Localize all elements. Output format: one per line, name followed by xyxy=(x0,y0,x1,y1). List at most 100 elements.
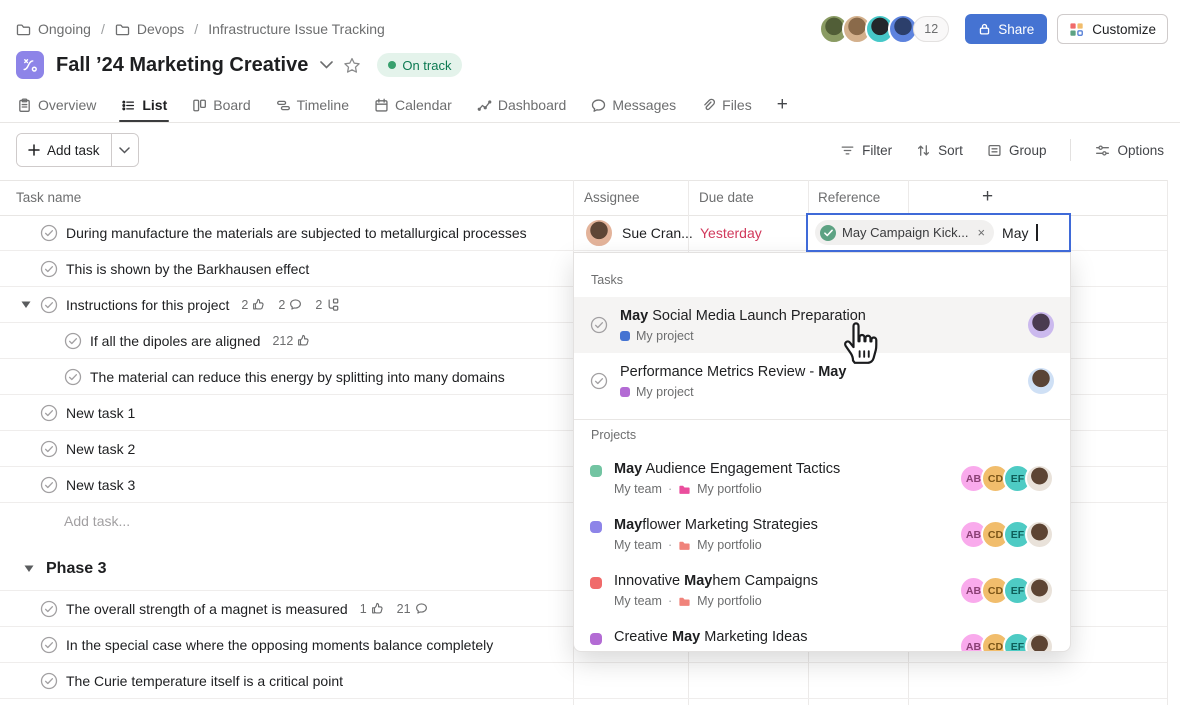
comments-badge[interactable]: 21 xyxy=(397,602,428,616)
tab-overview[interactable]: Overview xyxy=(17,88,96,122)
subtasks-badge[interactable]: 2 xyxy=(315,298,340,312)
member-avatar-stack[interactable] xyxy=(819,14,919,44)
column-reference[interactable]: Reference xyxy=(818,190,881,205)
thumb-icon xyxy=(371,602,384,615)
dropdown-project-main: May Audience Engagement Tactics My team · M… xyxy=(614,461,947,496)
project-color-square xyxy=(620,330,630,341)
star-icon[interactable] xyxy=(343,57,361,74)
dropdown-projects-header: Projects xyxy=(591,428,637,442)
tab-messages[interactable]: Messages xyxy=(591,88,676,122)
task-name: The Curie temperature itself is a critic… xyxy=(66,672,343,689)
options-icon xyxy=(1095,143,1110,158)
tab-board[interactable]: Board xyxy=(192,88,251,122)
dropdown-task-item[interactable]: Performance Metrics Review - May My proje… xyxy=(574,353,1070,409)
reference-search-input[interactable]: May xyxy=(1002,224,1029,241)
tab-timeline[interactable]: Timeline xyxy=(276,88,349,122)
task-check-icon[interactable] xyxy=(40,636,58,654)
toolbar-options-button[interactable]: Options xyxy=(1095,143,1164,158)
topbar-right: 12 Share Customize xyxy=(819,14,1168,44)
toolbar-action-label: Sort xyxy=(938,142,963,158)
task-row[interactable]: During manufacture the materials are sub… xyxy=(0,215,1167,251)
folder-icon xyxy=(16,23,31,36)
due-date-cell[interactable]: Yesterday xyxy=(700,224,762,241)
add-column-button[interactable]: + xyxy=(982,186,994,207)
toolbar-filter-button[interactable]: Filter xyxy=(840,143,892,158)
reference-editor-cell[interactable]: May Campaign Kick... × May xyxy=(806,213,1071,252)
project-color-square xyxy=(590,521,602,533)
task-check-icon[interactable] xyxy=(40,600,58,618)
task-badges: 2 2 2 xyxy=(241,298,340,312)
dropdown-task-item[interactable]: May Social Media Launch Preparation My pr… xyxy=(574,297,1070,353)
remove-chip-icon[interactable]: × xyxy=(977,225,986,240)
toolbar-sort-button[interactable]: Sort xyxy=(916,143,963,158)
task-check-icon[interactable] xyxy=(40,260,58,278)
task-row[interactable]: The Curie temperature itself is a critic… xyxy=(0,663,1167,699)
table-header: Task name Assignee Due date Reference + xyxy=(0,180,1167,216)
breadcrumb-label: Ongoing xyxy=(38,21,91,37)
tab-list[interactable]: List xyxy=(119,88,170,122)
dropdown-task-project: My project xyxy=(620,385,1016,399)
tabs-divider xyxy=(0,122,1180,123)
sort-icon xyxy=(916,143,931,158)
project-members-stack: AB CD EF xyxy=(959,520,1054,549)
task-check-icon[interactable] xyxy=(64,332,82,350)
assignee-name: Sue Cran... xyxy=(622,224,693,241)
add-task-caret-button[interactable] xyxy=(110,134,138,166)
folder-icon xyxy=(115,23,130,36)
reference-chip[interactable]: May Campaign Kick... × xyxy=(815,220,995,245)
breadcrumb-item[interactable]: Ongoing xyxy=(16,21,91,37)
likes-badge[interactable]: 2 xyxy=(241,298,265,312)
dropdown-project-item[interactable]: Innovative Mayhem Campaigns My team · My po… xyxy=(574,564,1070,620)
comments-badge[interactable]: 2 xyxy=(278,298,302,312)
project-icon[interactable] xyxy=(16,51,44,79)
tab-label: Files xyxy=(722,97,752,113)
task-list-phase3: The overall strength of a magnet is meas… xyxy=(0,591,1167,699)
dropdown-task-project: My project xyxy=(620,329,1016,343)
breadcrumb-item[interactable]: Infrastructure Issue Tracking xyxy=(208,21,385,37)
collapse-triangle-icon[interactable] xyxy=(24,564,34,573)
task-check-icon[interactable] xyxy=(40,440,58,458)
task-name: If all the dipoles are aligned xyxy=(90,332,261,349)
tab-add-view[interactable]: + xyxy=(777,88,788,122)
tab-calendar[interactable]: Calendar xyxy=(374,88,452,122)
task-check-icon[interactable] xyxy=(40,404,58,422)
likes-badge[interactable]: 1 xyxy=(360,602,384,616)
customize-button[interactable]: Customize xyxy=(1057,14,1168,44)
calendar-icon xyxy=(374,98,389,113)
tab-label: + xyxy=(776,94,788,115)
page-title: Fall ’24 Marketing Creative xyxy=(56,53,309,76)
dropdown-project-meta: My team · My portfolio xyxy=(614,594,947,608)
likes-count: 1 xyxy=(359,601,367,616)
likes-badge[interactable]: 212 xyxy=(272,334,310,348)
expand-triangle-icon[interactable] xyxy=(21,300,31,309)
member-count-pill[interactable]: 12 xyxy=(913,16,950,42)
status-badge[interactable]: On track xyxy=(377,53,463,77)
add-task-button[interactable]: Add task xyxy=(17,134,111,166)
share-label: Share xyxy=(998,21,1035,37)
dropdown-project-item[interactable]: May Audience Engagement Tactics My team · M… xyxy=(574,452,1070,508)
dropdown-project-title: Mayflower Marketing Strategies xyxy=(614,517,818,533)
task-check-icon[interactable] xyxy=(40,672,58,690)
dropdown-project-title: Innovative Mayhem Campaigns xyxy=(614,573,818,589)
task-check-icon[interactable] xyxy=(40,224,58,242)
column-due-date[interactable]: Due date xyxy=(699,190,754,205)
breadcrumb-item[interactable]: Devops xyxy=(115,21,184,37)
chevron-down-icon[interactable] xyxy=(320,61,334,69)
toolbar-group-button[interactable]: Group xyxy=(987,143,1046,158)
task-check-icon[interactable] xyxy=(64,368,82,386)
task-check-icon[interactable] xyxy=(40,296,58,314)
column-assignee[interactable]: Assignee xyxy=(584,190,640,205)
likes-count: 212 xyxy=(272,333,294,348)
dropdown-project-item[interactable]: Mayflower Marketing Strategies My team · My… xyxy=(574,508,1070,564)
task-row[interactable]: In the special case where the opposing m… xyxy=(0,627,1167,663)
task-row[interactable]: Add task... xyxy=(0,503,1167,538)
tab-label: List xyxy=(142,97,168,113)
assignee-cell[interactable]: Sue Cran... xyxy=(584,217,693,248)
dropdown-project-item[interactable]: Creative May Marketing Ideas AB CD EF xyxy=(574,620,1070,651)
dropdown-task-main: May Social Media Launch Preparation My pr… xyxy=(620,308,1016,343)
column-task-name[interactable]: Task name xyxy=(16,190,82,205)
tab-files[interactable]: Files xyxy=(701,88,752,122)
tab-dashboard[interactable]: Dashboard xyxy=(477,88,566,122)
task-check-icon[interactable] xyxy=(40,476,58,494)
share-button[interactable]: Share xyxy=(965,14,1048,44)
